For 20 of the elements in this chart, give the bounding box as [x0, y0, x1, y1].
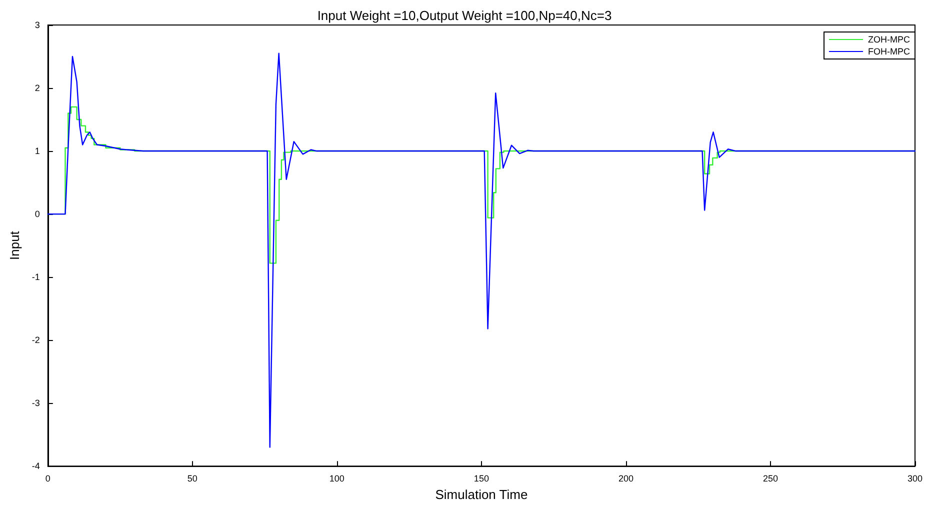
- x-tick-label: 200: [618, 474, 634, 484]
- legend-label: FOH-MPC: [868, 46, 910, 56]
- x-tick-label: 0: [45, 474, 50, 484]
- x-tick-label: 150: [474, 474, 489, 484]
- y-tick-label: -1: [32, 272, 40, 282]
- x-tick-label: 300: [907, 474, 923, 484]
- x-tick-label: 100: [329, 474, 344, 484]
- x-axis-title: Simulation Time: [435, 487, 528, 502]
- y-tick-label: -3: [32, 398, 40, 408]
- y-tick-label: 1: [34, 146, 40, 156]
- y-tick-label: 2: [34, 83, 40, 94]
- x-tick-label: 250: [762, 474, 778, 484]
- x-tick-label: 50: [187, 474, 198, 484]
- y-tick-label: -4: [32, 461, 40, 472]
- y-tick-label: 3: [34, 20, 40, 30]
- y-tick-label: 0: [34, 209, 40, 220]
- chart-title: Input Weight =10,Output Weight =100,Np=40,Nc=3: [317, 8, 612, 23]
- y-tick-label: -2: [32, 335, 40, 346]
- legend-label: ZOH-MPC: [868, 34, 910, 44]
- y-axis-title: Input: [7, 230, 22, 260]
